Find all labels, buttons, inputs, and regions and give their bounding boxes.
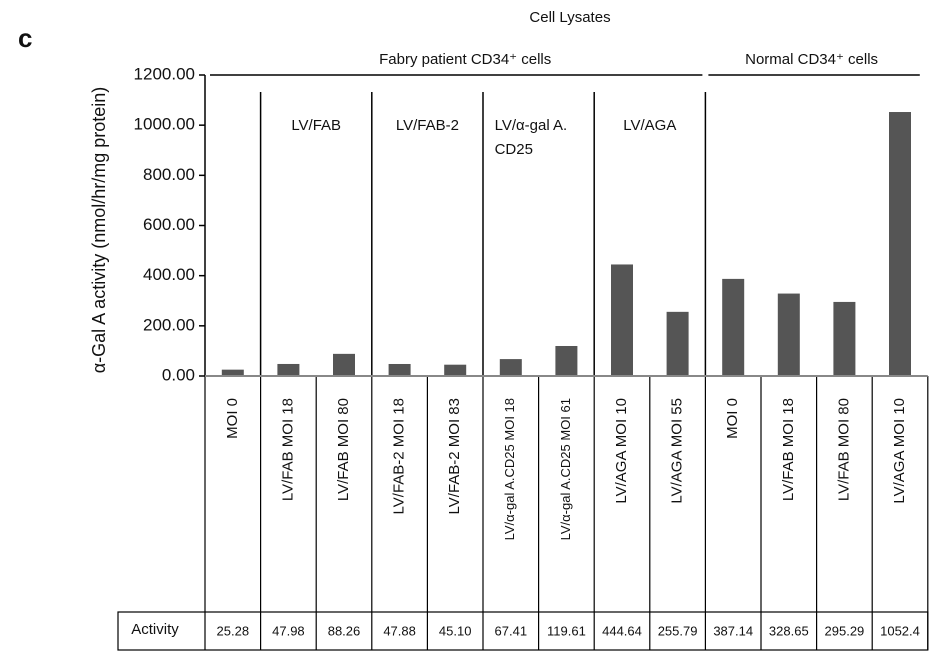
- table-cell: 88.26: [328, 623, 361, 638]
- table-cell: 45.10: [439, 623, 472, 638]
- y-tick-label: 800.00: [143, 165, 195, 184]
- x-tick-label: LV/AGA MOI 10: [891, 398, 908, 504]
- y-axis-title: α-Gal A activity (nmol/hr/mg protein): [89, 87, 109, 374]
- x-tick-label: LV/FAB-2 MOI 83: [446, 398, 463, 514]
- y-tick-label: 400.00: [143, 265, 195, 284]
- table-cell: 387.14: [713, 623, 753, 638]
- y-tick-label: 600.00: [143, 215, 195, 234]
- table-cell: 328.65: [769, 623, 809, 638]
- subgroup-label: LV/FAB: [291, 117, 341, 134]
- x-tick-label: LV/FAB MOI 18: [780, 398, 797, 501]
- bar: [833, 301, 856, 376]
- x-tick-label: MOI 0: [224, 398, 241, 439]
- bar: [499, 359, 522, 376]
- x-tick-label: LV/α-gal A.CD25 MOI 18: [502, 398, 517, 540]
- bar: [722, 278, 745, 376]
- x-tick-label: LV/AGA MOI 55: [669, 398, 686, 504]
- subgroup-label: LV/AGA: [623, 117, 676, 134]
- subgroup-label: LV/α-gal A.: [495, 117, 568, 134]
- table-cell: 47.88: [383, 623, 416, 638]
- table-cell: 47.98: [272, 623, 305, 638]
- bar: [555, 345, 578, 376]
- bar: [388, 363, 411, 376]
- y-tick-label: 1000.00: [134, 115, 195, 134]
- bar: [333, 353, 355, 376]
- x-tick-label: LV/FAB-2 MOI 18: [391, 398, 408, 514]
- x-tick-label: MOI 0: [724, 398, 741, 439]
- bar: [277, 363, 300, 376]
- group-label: Fabry patient CD34⁺ cells: [379, 51, 551, 68]
- table-cell: 295.29: [825, 623, 865, 638]
- subgroup-label: CD25: [495, 141, 533, 158]
- bar: [444, 364, 467, 376]
- x-tick-label: LV/FAB MOI 80: [335, 398, 352, 501]
- bar: [666, 311, 689, 376]
- group-label: Normal CD34⁺ cells: [745, 51, 878, 68]
- panel-label: c: [18, 23, 32, 53]
- table-cell: 444.64: [602, 623, 642, 638]
- bar: [777, 293, 800, 376]
- y-tick-label: 200.00: [143, 315, 195, 334]
- table-row-label: Activity: [131, 621, 179, 638]
- bar: [611, 264, 633, 376]
- bar: [221, 369, 244, 376]
- x-tick-label: LV/α-gal A.CD25 MOI 61: [558, 398, 573, 540]
- table-cell: 1052.4: [880, 623, 920, 638]
- y-tick-label: 1200.00: [134, 64, 195, 83]
- bar: [889, 112, 911, 376]
- table-cell: 255.79: [658, 623, 698, 638]
- table-cell: 119.61: [547, 623, 586, 638]
- x-tick-label: LV/AGA MOI 10: [613, 398, 630, 504]
- x-tick-label: LV/FAB MOI 80: [835, 398, 852, 501]
- table-cell: 25.28: [217, 623, 250, 638]
- table-cell: 67.41: [495, 623, 528, 638]
- x-tick-label: LV/FAB MOI 18: [279, 398, 296, 501]
- subgroup-label: LV/FAB-2: [396, 117, 459, 134]
- y-tick-label: 0.00: [162, 365, 195, 384]
- chart-title: Cell Lysates: [529, 9, 610, 26]
